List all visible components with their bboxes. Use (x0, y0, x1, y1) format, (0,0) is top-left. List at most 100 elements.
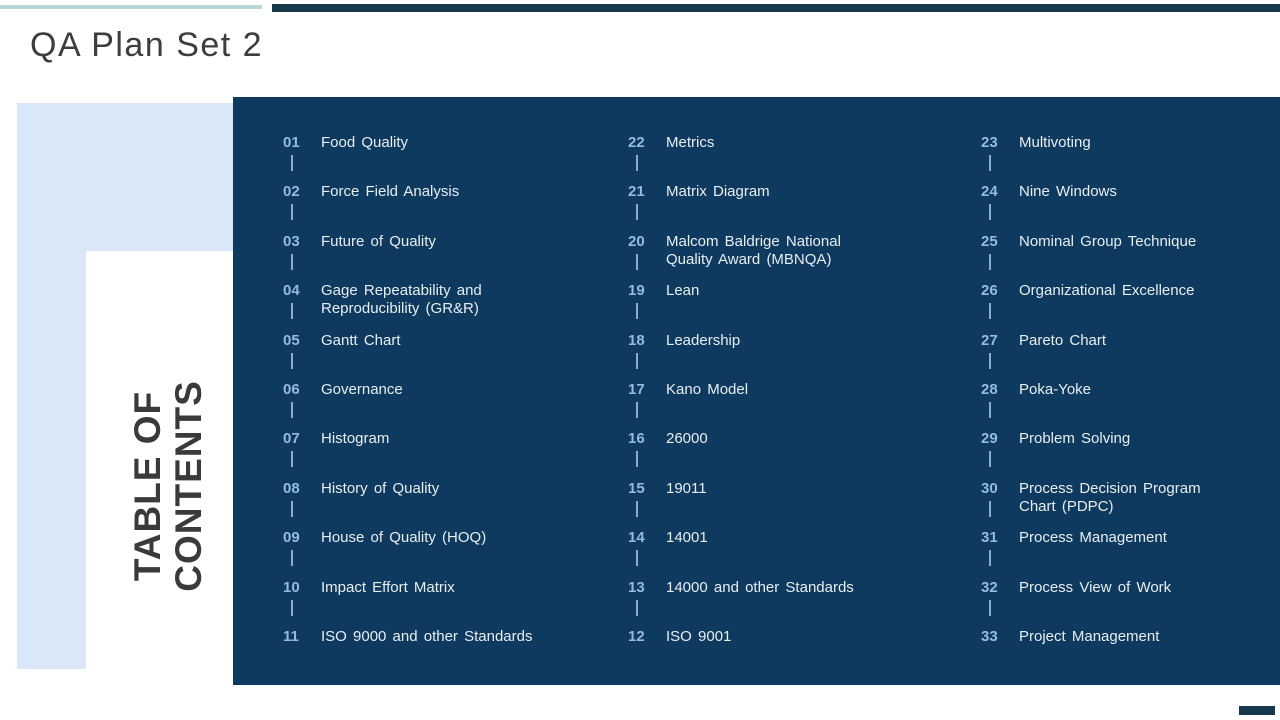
toc-item: 15 19011 (628, 480, 928, 529)
toc-item-label: Governance (321, 380, 403, 398)
toc-item: 10 Impact Effort Matrix (283, 579, 583, 628)
toc-item-label: House of Quality (HOQ) (321, 529, 487, 547)
toc-column-3: 23 Multivoting 24 Nine Windows 25 Nominal Gro… (981, 134, 1280, 677)
toc-item-number-wrap: 20 (628, 233, 666, 270)
toc-item-number: 15 (628, 479, 645, 497)
toc-item: 16 26000 (628, 430, 928, 479)
toc-item-number-wrap: 21 (628, 183, 666, 221)
toc-item: 17 Kano Model (628, 381, 928, 430)
toc-item-number: 33 (981, 627, 998, 645)
toc-item-number: 26 (981, 282, 998, 300)
timeline-tick (636, 253, 638, 270)
toc-item-number: 21 (628, 183, 645, 201)
toc-item-number-wrap: 30 (981, 479, 1019, 517)
timeline-tick (989, 253, 991, 270)
toc-item-number: 02 (283, 183, 300, 201)
timeline-tick (291, 352, 293, 369)
toc-item-number: 30 (981, 479, 998, 497)
toc-item-number: 14 (628, 529, 645, 547)
toc-item: 28 Poka-Yoke (981, 381, 1280, 430)
toc-item-number-wrap: 09 (283, 529, 321, 567)
toc-item-number-wrap: 11 (283, 628, 321, 646)
toc-item-number: 25 (981, 232, 998, 250)
toc-item-number-wrap: 04 (283, 282, 321, 320)
toc-item: 21 Matrix Diagram (628, 183, 928, 232)
toc-item-label: Leadership (666, 331, 741, 349)
toc-item-number-wrap: 18 (628, 331, 666, 369)
toc-item-number: 22 (628, 134, 645, 151)
timeline-tick (291, 550, 293, 567)
toc-item: 20 Malcom Baldrige National Quality Award… (628, 233, 928, 282)
toc-item-label: Pareto Chart (1019, 331, 1107, 349)
toc-item-label: Multivoting (1019, 134, 1091, 151)
toc-item-number: 16 (628, 430, 645, 448)
toc-item: 02 Force Field Analysis (283, 183, 583, 232)
toc-item-number-wrap: 25 (981, 232, 1019, 270)
toc-item-number-wrap: 24 (981, 183, 1019, 221)
toc-item: 30 Process Decision Program Chart (PDPC) (981, 480, 1280, 529)
toc-item-label: Histogram (321, 430, 390, 448)
toc-item: 31 Process Management (981, 529, 1280, 578)
toc-item-label: Impact Effort Matrix (321, 578, 455, 596)
contents-panel: 01 Food Quality 02 Force Field Analysis 03 Fu… (233, 97, 1280, 685)
toc-item-number: 10 (283, 578, 300, 596)
toc-item-label: Malcom Baldrige National Quality Award (… (666, 232, 841, 268)
toc-item-label: Poka-Yoke (1019, 380, 1091, 398)
toc-item: 04 Gage Repeatability and Reproducibility… (283, 282, 583, 331)
timeline-tick (989, 155, 991, 171)
toc-item-number-wrap: 03 (283, 233, 321, 270)
timeline-tick (989, 550, 991, 567)
toc-item-number-wrap: 26 (981, 282, 1019, 320)
toc-item-number-wrap: 16 (628, 430, 666, 468)
toc-item-number-wrap: 14 (628, 529, 666, 567)
toc-item-label: History of Quality (321, 479, 440, 497)
toc-item: 29 Problem Solving (981, 430, 1280, 479)
toc-item-number: 13 (628, 578, 645, 596)
toc-item-label: 19011 (666, 479, 707, 497)
toc-item: 12 ISO 9001 (628, 628, 928, 677)
toc-item-number-wrap: 27 (981, 332, 1019, 369)
toc-item-number-wrap: 31 (981, 529, 1019, 567)
toc-item-label: Project Management (1019, 627, 1160, 645)
table-of-contents-box: TABLE OF CONTENTS (86, 251, 250, 720)
toc-item-label: Food Quality (321, 134, 409, 151)
timeline-tick (636, 352, 638, 369)
toc-item: 33 Project Management (981, 628, 1280, 677)
toc-item: 13 14000 and other Standards (628, 579, 928, 628)
toc-column-2: 22 Metrics 21 Matrix Diagram 20 Malcom Baldri… (628, 134, 928, 677)
timeline-tick (989, 500, 991, 517)
toc-item-label: Problem Solving (1019, 430, 1131, 448)
toc-item: 19 Lean (628, 282, 928, 331)
toc-item: 18 Leadership (628, 332, 928, 381)
toc-item-label: Kano Model (666, 380, 749, 398)
toc-item-label: Gantt Chart (321, 331, 401, 349)
toc-item: 07 Histogram (283, 430, 583, 479)
toc-item-number: 01 (283, 134, 300, 151)
toc-item-label: Process Management (1019, 529, 1167, 547)
toc-item-number: 11 (283, 627, 299, 645)
timeline-tick (636, 550, 638, 567)
toc-item-number-wrap: 07 (283, 430, 321, 468)
toc-item-number: 19 (628, 282, 645, 300)
timeline-tick (636, 451, 638, 468)
toc-item-label: Force Field Analysis (321, 183, 460, 201)
toc-item-label: ISO 9001 (666, 627, 732, 645)
toc-heading-line1: TABLE OF (127, 390, 168, 581)
toc-item: 09 House of Quality (HOQ) (283, 529, 583, 578)
timeline-tick (989, 303, 991, 320)
top-teal-accent-bar (0, 5, 262, 9)
timeline-tick (636, 599, 638, 616)
toc-item-number-wrap: 22 (628, 134, 666, 171)
toc-item: 23 Multivoting (981, 134, 1280, 183)
toc-item-number: 08 (283, 479, 300, 497)
toc-item-number: 18 (628, 331, 645, 349)
toc-item-label: Process Decision Program Chart (PDPC) (1019, 479, 1201, 515)
top-navy-accent-bar (272, 4, 1280, 12)
toc-item-number: 07 (283, 430, 300, 448)
timeline-tick (291, 303, 293, 320)
timeline-tick (291, 401, 293, 418)
toc-item-number: 32 (981, 578, 998, 596)
toc-heading-line2: CONTENTS (168, 379, 209, 592)
toc-item: 11 ISO 9000 and other Standards (283, 628, 583, 677)
toc-item-number: 09 (283, 529, 300, 547)
